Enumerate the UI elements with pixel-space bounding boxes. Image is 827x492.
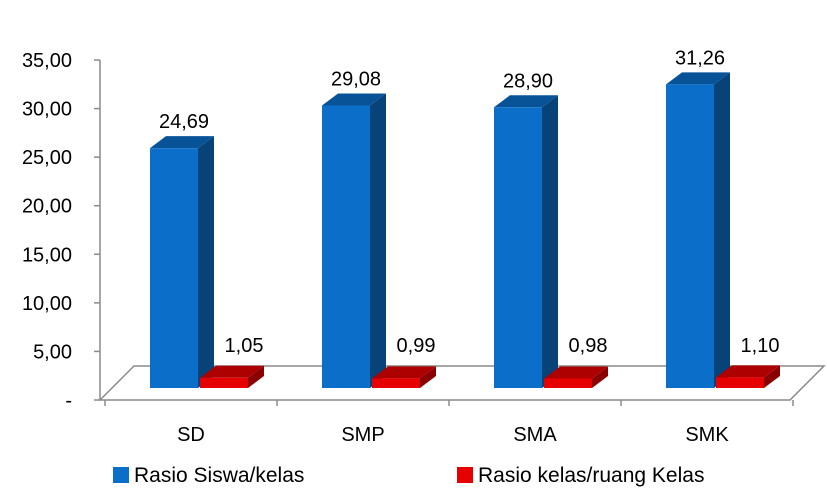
y-tick-label: 30,00 [22,99,72,121]
x-tick-label: SMK [685,424,729,446]
bar-sma-kelas-ruang-side [592,366,608,388]
bar-sma-kelas-ruang-top [544,366,608,379]
bar-smk-siswa-kelas-side [714,72,730,389]
bar-smk-kelas-ruang [716,365,780,388]
bar-sd-kelas-ruang-side [248,365,264,388]
data-label: 0,98 [569,335,608,357]
floor-plane [98,365,826,401]
bar-sd-siswa-kelas-front [150,148,198,388]
bar-smp-kelas-ruang-front [372,378,420,388]
x-tick-label: SD [177,424,205,446]
bar-sd-siswa-kelas [150,136,214,388]
bar-smp-kelas-ruang [372,366,436,388]
legend-swatch [113,467,129,483]
bar-sd-siswa-kelas-side [198,136,214,388]
bar-smp-siswa-kelas-front [322,105,370,388]
bar-sd-kelas-ruang-front [200,377,248,388]
x-axis: SD SMP SMA SMK [177,424,729,446]
x-tick-label: SMA [513,424,557,446]
bar-sma-siswa-kelas [494,95,558,388]
y-tick-label: 15,00 [22,244,72,266]
bar-sma-kelas-ruang-front [544,378,592,388]
data-label: 24,69 [159,111,209,133]
bar-sma-siswa-kelas-front [494,107,542,388]
x-tick-label: SMP [341,424,384,446]
chart-floor [98,365,826,401]
y-tick-label: 5,00 [33,341,72,363]
y-tick-label: 10,00 [22,293,72,315]
bar-sd-kelas-ruang [200,365,264,388]
y-tick-label: 25,00 [22,147,72,169]
data-labels: 24,69 1,05 29,08 0,99 28,90 0,98 31,26 1,10 [159,47,780,357]
bar-sma-kelas-ruang [544,366,608,388]
legend: Rasio Siswa/kelas Rasio kelas/ruang Kelas [113,464,704,487]
y-tick-label: 20,00 [22,196,72,218]
bar-smp-siswa-kelas [322,93,386,388]
bar-smk-siswa-kelas-front [666,84,714,389]
y-axis: - 5,00 10,00 15,00 20,00 25,00 30,00 35,00 [22,50,794,412]
bar-sma-siswa-kelas-side [542,95,558,388]
bar-sma-siswa-kelas-top [494,95,558,108]
bar-smp-siswa-kelas-top [322,93,386,106]
bar-sd-kelas-ruang-top [200,365,264,378]
data-label: 29,08 [331,69,381,91]
bar-smp-kelas-ruang-top [372,366,436,379]
data-label: 1,10 [741,335,780,357]
bar-smk-kelas-ruang-top [716,365,780,378]
bar-sd-siswa-kelas-top [150,136,214,149]
legend-label: Rasio kelas/ruang Kelas [478,464,704,487]
bar-smk-kelas-ruang-front [716,377,764,388]
legend-label: Rasio Siswa/kelas [134,464,304,487]
data-label: 1,05 [225,335,264,357]
data-label: 28,90 [503,70,553,92]
y-tick-label: - [65,390,72,412]
data-label: 0,99 [397,335,436,357]
bar-smk-siswa-kelas-top [666,72,730,85]
y-tick-label: 35,00 [22,50,72,72]
bars [150,72,780,389]
bar-smk-kelas-ruang-side [764,365,780,388]
bar-smk-siswa-kelas [666,72,730,389]
bar-smp-siswa-kelas-side [370,93,386,388]
legend-swatch [457,467,473,483]
bar-smp-kelas-ruang-side [420,366,436,388]
data-label: 31,26 [675,47,725,69]
